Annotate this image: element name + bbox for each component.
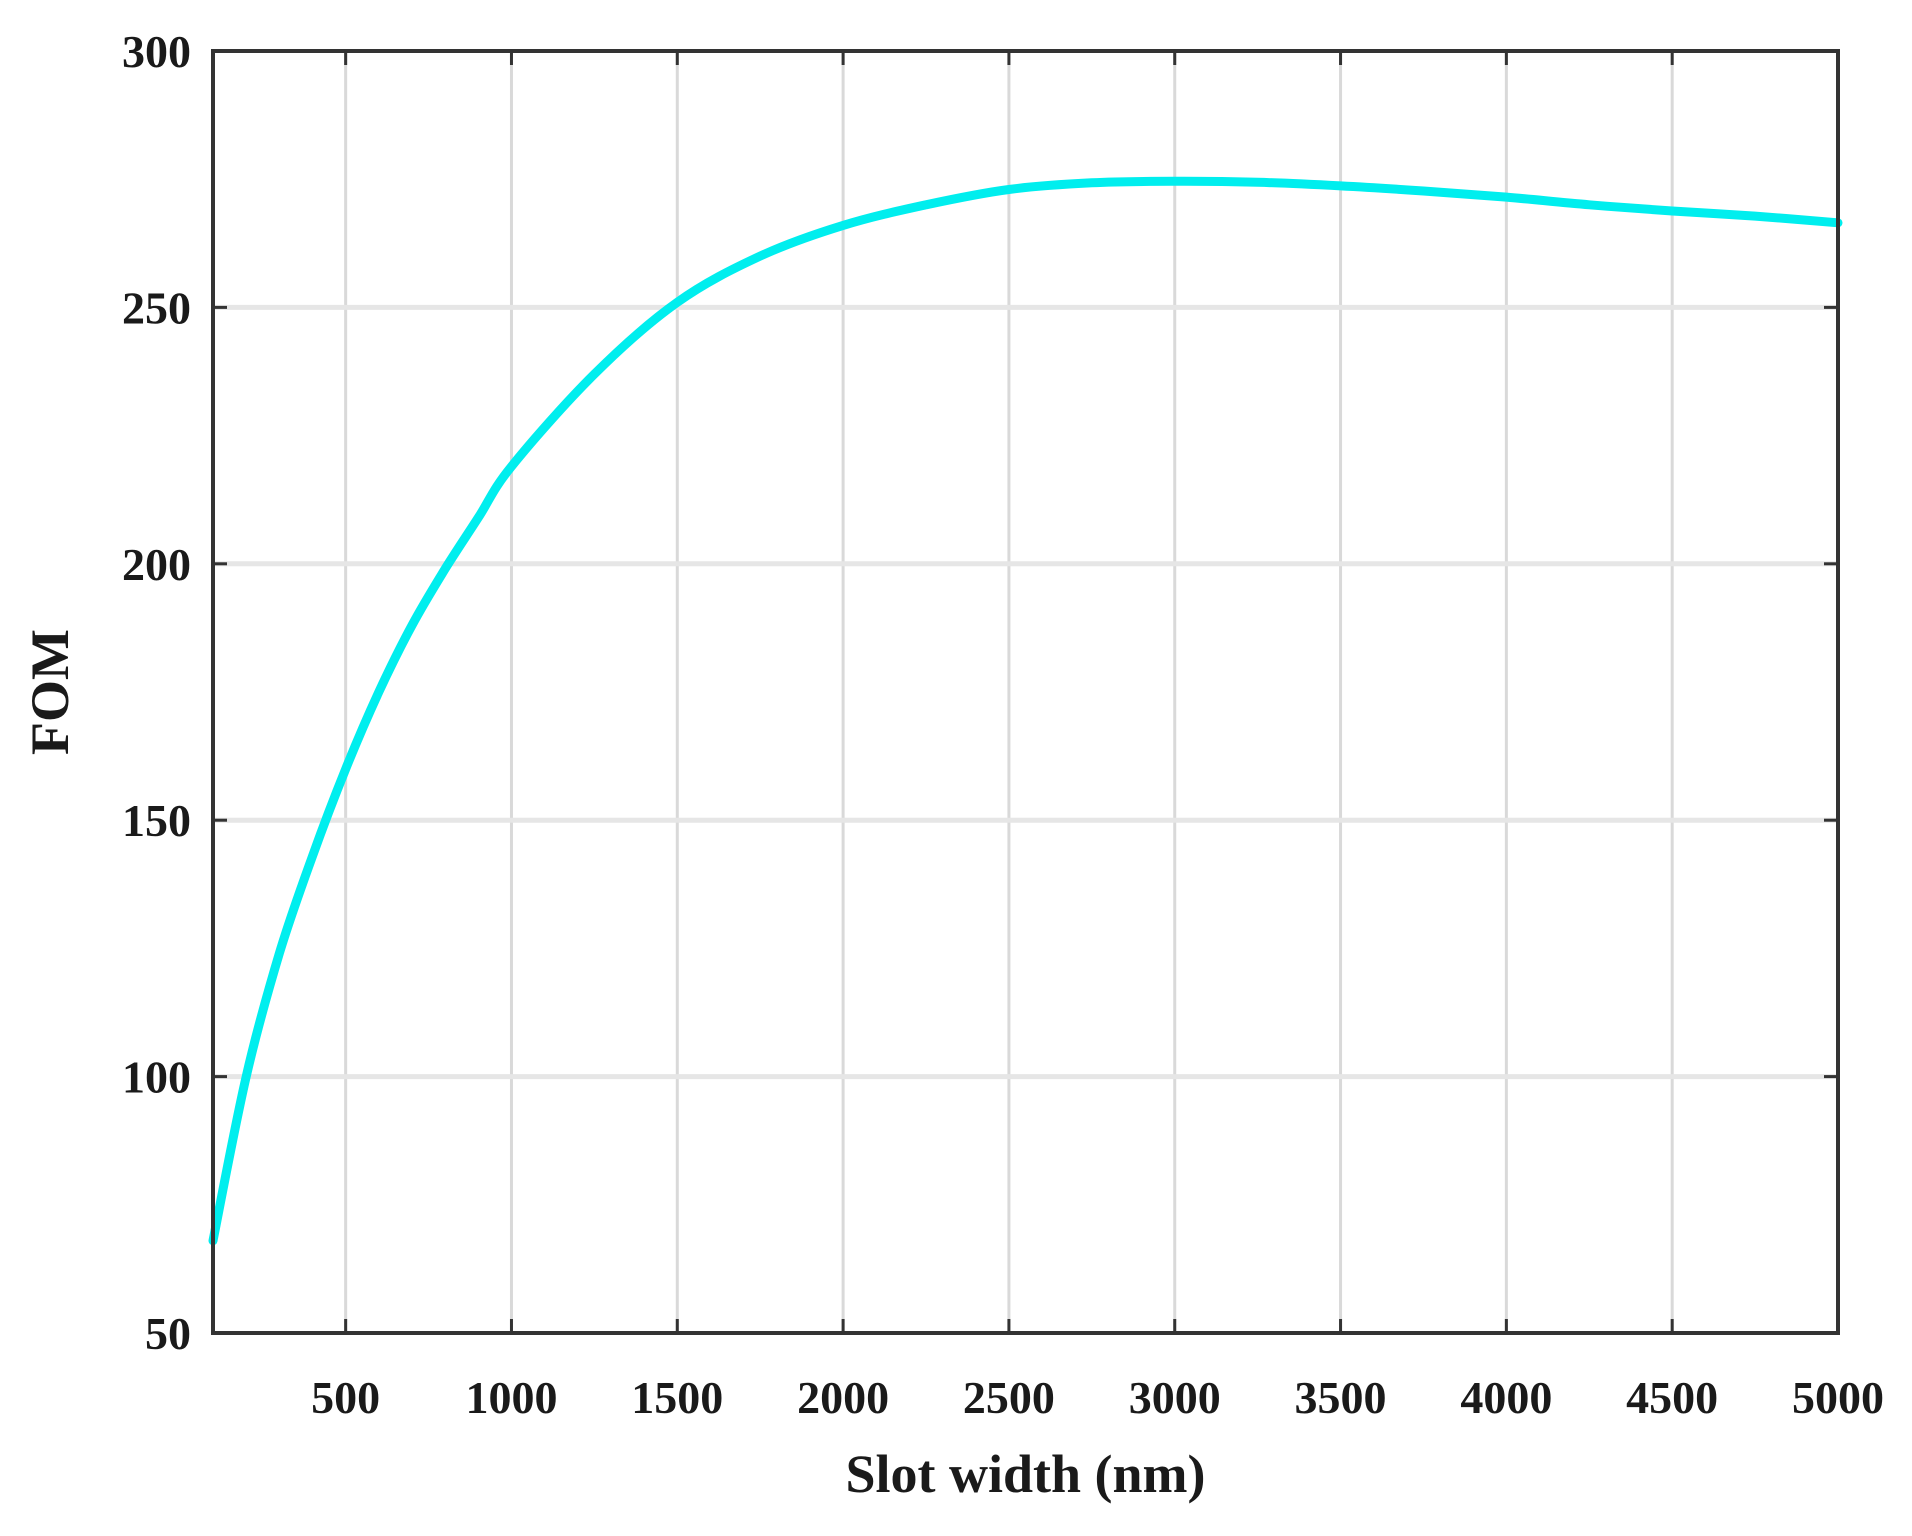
tick-marks xyxy=(213,49,1840,1335)
y-tick-label: 150 xyxy=(122,795,191,846)
y-tick-label: 200 xyxy=(122,539,191,590)
x-tick-label: 3000 xyxy=(1129,1372,1221,1423)
y-tick-label: 300 xyxy=(122,26,191,77)
y-tick-label: 50 xyxy=(145,1308,191,1359)
x-tick-label: 2000 xyxy=(797,1372,889,1423)
y-tick-label: 250 xyxy=(122,282,191,333)
grid-lines xyxy=(213,51,1838,1333)
x-tick-label: 2500 xyxy=(963,1372,1055,1423)
x-tick-label: 4500 xyxy=(1626,1372,1718,1423)
y-axis-label: FOM xyxy=(20,629,80,755)
series-layer xyxy=(208,176,1843,1246)
x-tick-label: 500 xyxy=(311,1372,380,1423)
x-tick-label: 1000 xyxy=(465,1372,557,1423)
x-axis-label: Slot width (nm) xyxy=(845,1444,1205,1504)
x-tick-label: 4000 xyxy=(1460,1372,1552,1423)
x-tick-labels: 500 1000 1500 2000 2500 3000 3500 4000 4500 5000 xyxy=(311,1372,1884,1423)
series-line xyxy=(208,176,1843,1246)
x-tick-label: 3500 xyxy=(1295,1372,1387,1423)
plot-frame xyxy=(211,49,1840,1335)
y-tick-labels: 50 100 150 200 250 300 xyxy=(122,26,191,1359)
x-tick-label: 5000 xyxy=(1792,1372,1884,1423)
x-tick-label: 1500 xyxy=(631,1372,723,1423)
y-tick-label: 100 xyxy=(122,1052,191,1103)
